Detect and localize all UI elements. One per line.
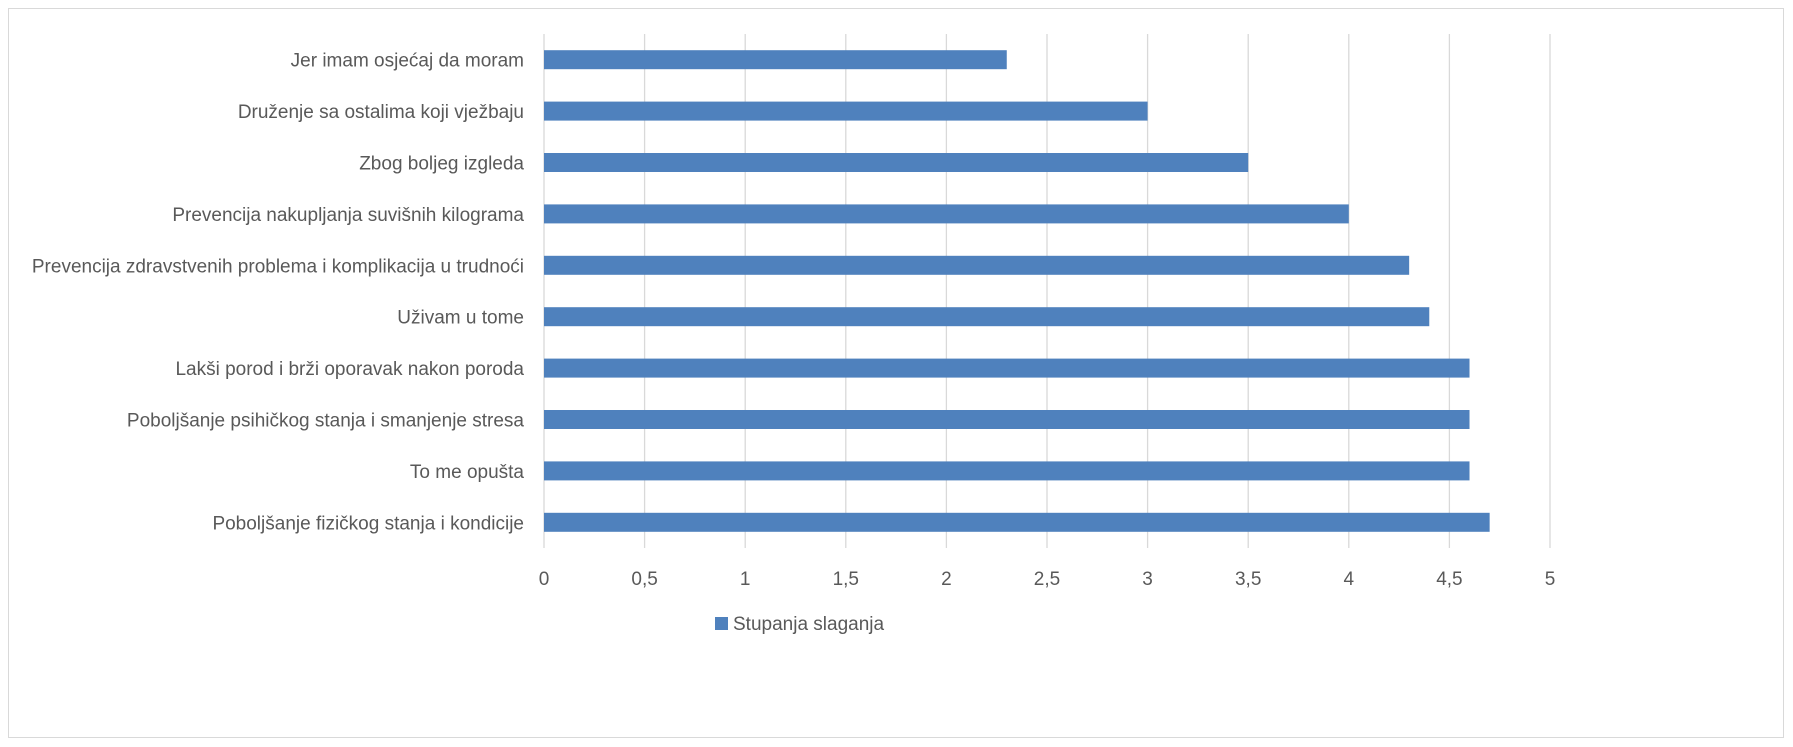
x-tick-label: 4 bbox=[1344, 569, 1355, 590]
x-tick-label: 0,5 bbox=[631, 569, 657, 590]
category-label: Druženje sa ostalima koji vježbaju bbox=[238, 102, 524, 123]
bar bbox=[544, 101, 1148, 121]
category-label: Poboljšanje psihičkog stanja i smanjenje… bbox=[127, 411, 525, 432]
bars bbox=[544, 50, 1490, 532]
legend-label: Stupanja slaganja bbox=[733, 614, 884, 635]
bar bbox=[544, 255, 1410, 275]
x-tick-label: 1 bbox=[740, 569, 751, 590]
category-labels: Jer imam osjećaj da moram Druženje sa ost… bbox=[32, 51, 525, 535]
x-tick-label: 4,5 bbox=[1436, 569, 1462, 590]
bar bbox=[544, 50, 1007, 70]
category-label: Lakši porod i brži oporavak nakon poroda bbox=[175, 359, 524, 380]
x-tick-label: 1,5 bbox=[833, 569, 859, 590]
x-tick-label: 3,5 bbox=[1235, 569, 1261, 590]
legend-swatch bbox=[715, 617, 728, 630]
bar bbox=[544, 153, 1249, 172]
bar bbox=[544, 307, 1430, 327]
category-label: Jer imam osjećaj da moram bbox=[291, 51, 524, 72]
x-tick-label: 2,5 bbox=[1034, 569, 1060, 590]
legend: Stupanja slaganja bbox=[715, 614, 884, 635]
category-label: Poboljšanje fizičkog stanja i kondicije bbox=[212, 513, 524, 534]
x-tick-labels: 0 0,5 1 1,5 2 2,5 3 3,5 4 4,5 5 bbox=[539, 569, 1556, 590]
category-label: Prevencija zdravstvenih problema i kompl… bbox=[32, 256, 524, 277]
category-label: Uživam u tome bbox=[397, 308, 524, 329]
x-tick-label: 2 bbox=[941, 569, 952, 590]
category-label: To me opušta bbox=[410, 462, 524, 483]
x-tick-label: 5 bbox=[1545, 569, 1556, 590]
bar bbox=[544, 512, 1490, 532]
bar bbox=[544, 204, 1349, 224]
bar bbox=[544, 461, 1470, 481]
x-tick-label: 0 bbox=[539, 569, 550, 590]
category-label: Zbog boljeg izgleda bbox=[359, 154, 524, 175]
category-label: Prevencija nakupljanja suvišnih kilogram… bbox=[172, 205, 524, 226]
bar bbox=[544, 410, 1470, 429]
x-tick-label: 3 bbox=[1142, 569, 1153, 590]
bar bbox=[544, 358, 1470, 378]
